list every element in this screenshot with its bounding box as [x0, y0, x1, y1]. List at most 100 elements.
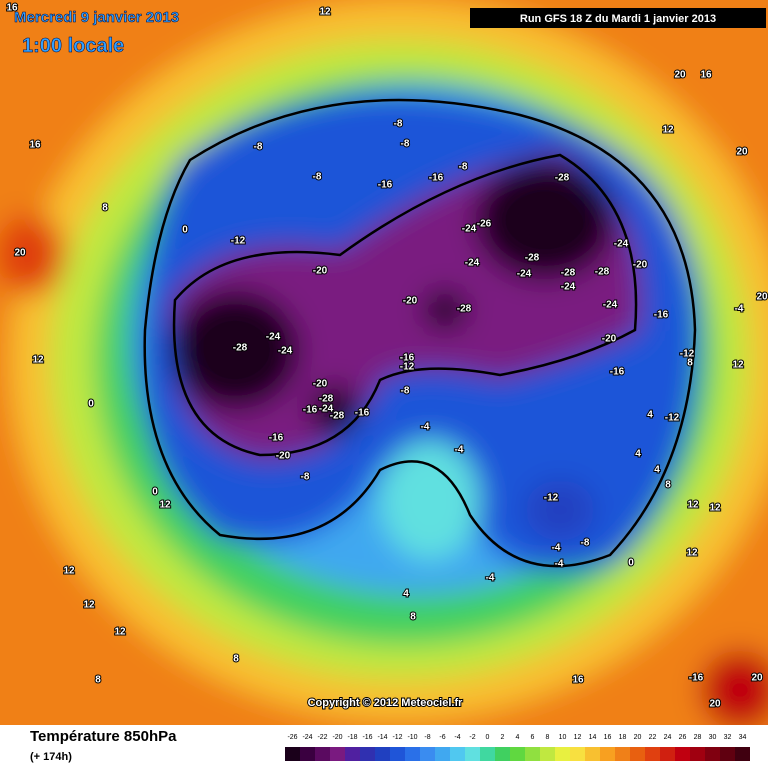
contour-label: -20 — [276, 451, 291, 462]
contour-label: -24 — [462, 224, 477, 235]
colorbar-tick: 20 — [634, 734, 642, 741]
contour-label: -28 — [525, 253, 540, 264]
contour-label: 20 — [736, 147, 748, 158]
contour-label: -24 — [561, 282, 576, 293]
contour-label: -24 — [614, 239, 629, 250]
contour-label: -4 — [555, 559, 564, 570]
colorbar-tick: 10 — [559, 734, 567, 741]
contour-label: 12 — [63, 566, 75, 577]
contour-label: 4 — [654, 465, 660, 476]
colorbar-swatch — [690, 747, 705, 761]
contour-label: 20 — [751, 673, 763, 684]
colorbar-tick: 18 — [619, 734, 627, 741]
contour-label: -16 — [269, 433, 284, 444]
colorbar-swatch — [375, 747, 390, 761]
contour-label: 0 — [182, 225, 188, 236]
contour-label: 12 — [32, 355, 44, 366]
colorbar-tick: 22 — [649, 734, 657, 741]
contour-label: 16 — [700, 70, 712, 81]
colorbar-swatch — [405, 747, 420, 761]
colorbar-tick: 6 — [531, 734, 535, 741]
contour-label: -16 — [654, 310, 669, 321]
contours — [143, 98, 697, 568]
colorbar-tick: -16 — [362, 734, 372, 741]
contour-label: 8 — [410, 612, 416, 623]
contour-label: 8 — [95, 675, 101, 686]
contour-label: 16 — [29, 140, 41, 151]
contour-label: -20 — [633, 260, 648, 271]
contour-label: 20 — [756, 292, 768, 303]
colorbar-tick: -6 — [439, 734, 445, 741]
colorbar-swatch — [660, 747, 675, 761]
colorbar-tick: -18 — [347, 734, 357, 741]
contour-label: -8 — [394, 119, 403, 130]
contour-label: -24 — [278, 346, 293, 357]
colorbar-swatch — [630, 747, 645, 761]
contour-label: -4 — [552, 543, 561, 554]
footer: Température 850hPa (+ 174h) -26 -24 -22 -20… — [30, 728, 750, 763]
colorbar-swatch — [285, 747, 300, 761]
colorbar-tick: -8 — [424, 734, 430, 741]
contour-label: -16 — [429, 173, 444, 184]
contour-label: 12 — [732, 360, 744, 371]
contour-label: -12 — [680, 349, 695, 360]
colorbar-swatch — [570, 747, 585, 761]
colorbar-tick: 12 — [574, 734, 582, 741]
contour-label: 20 — [709, 699, 721, 710]
contour-label: -28 — [330, 411, 345, 422]
contour-label: -20 — [403, 296, 418, 307]
contour-label: -12 — [400, 362, 415, 373]
contour-label: -12 — [665, 413, 680, 424]
contour-label: -24 — [319, 404, 334, 415]
contour-label: 20 — [14, 248, 26, 259]
colorbar-tick: 30 — [709, 734, 717, 741]
colorbar-tick: -22 — [317, 734, 327, 741]
contour-label: -24 — [603, 300, 618, 311]
map: 121616201280-12-8-8-8-8-16-16-8-20-28-24… — [0, 0, 768, 725]
contour-label: -4 — [486, 573, 495, 584]
contour-label: 8 — [665, 480, 671, 491]
date-text: Mercredi 9 janvier 2013 — [14, 9, 179, 26]
contour-label: -8 — [254, 142, 263, 153]
contour-label: 12 — [114, 627, 126, 638]
contour-label: 8 — [102, 203, 108, 214]
contour-label: 20 — [674, 70, 686, 81]
colorbar-swatch — [345, 747, 360, 761]
contour-label: -8 — [459, 162, 468, 173]
colorbar-swatch — [495, 747, 510, 761]
contour-label: 12 — [319, 7, 331, 18]
contour-label: -16 — [303, 405, 318, 416]
colorbar-tick: -12 — [392, 734, 402, 741]
contour-label: -28 — [457, 304, 472, 315]
colorbar-swatch — [645, 747, 660, 761]
contour-label: 12 — [662, 125, 674, 136]
colorbar-swatch — [360, 747, 375, 761]
colorbar-swatch — [480, 747, 495, 761]
colorbar-swatch — [675, 747, 690, 761]
colorbar-tick: 4 — [516, 734, 520, 741]
contour-label: -28 — [561, 268, 576, 279]
contour-label: 4 — [403, 589, 409, 600]
colorbar: -26 -24 -22 -20 -18 -16 -14 -12 -10 -8 -6 -4 -2 0 2 4 6 8… — [285, 734, 750, 761]
contour-label: -20 — [313, 266, 328, 277]
contour-label: 0 — [152, 487, 158, 498]
run-text: Run GFS 18 Z du Mardi 1 janvier 2013 — [520, 13, 716, 25]
colorbar-swatch — [600, 747, 615, 761]
contour-label: -28 — [555, 173, 570, 184]
colorbar-swatch — [330, 747, 345, 761]
colorbar-tick: -24 — [302, 734, 312, 741]
contour-label: -24 — [517, 269, 532, 280]
contour-label: -20 — [313, 379, 328, 390]
colorbar-swatch — [315, 747, 330, 761]
contour-label: -20 — [602, 334, 617, 345]
contour-label: 4 — [647, 410, 653, 421]
contour-label: -16 — [378, 180, 393, 191]
footer-title: Température 850hPa — [30, 728, 177, 745]
contour-label: -8 — [581, 538, 590, 549]
contour-label: 16 — [572, 675, 584, 686]
contour-label: 12 — [687, 500, 699, 511]
contour-label: -8 — [301, 472, 310, 483]
contour-label: -4 — [735, 304, 744, 315]
contour-label: 4 — [635, 449, 641, 460]
colorbar-swatch — [540, 747, 555, 761]
